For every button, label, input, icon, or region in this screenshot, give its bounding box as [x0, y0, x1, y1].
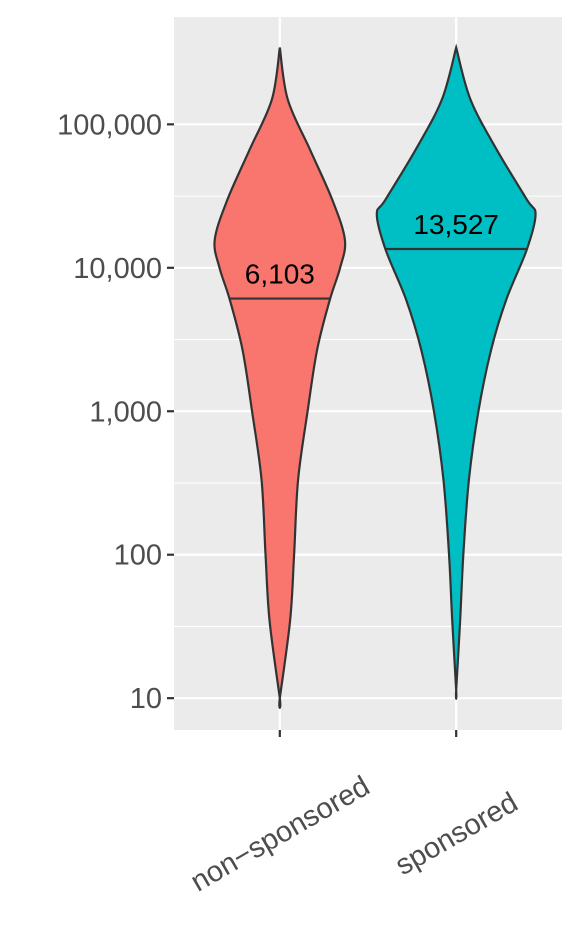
x-tick-label: non−sponsored — [185, 770, 375, 898]
y-tick-label: 10 — [130, 683, 162, 715]
violin — [375, 43, 537, 700]
panel — [174, 17, 562, 730]
violin — [213, 47, 347, 710]
x-tick-label: sponsored — [390, 786, 523, 881]
median-label: 13,527 — [413, 209, 499, 240]
y-tick-label: 10,000 — [73, 253, 162, 285]
median-label: 6,103 — [245, 259, 315, 290]
y-tick-label: 1,000 — [89, 396, 162, 428]
y-tick-label: 100 — [114, 540, 162, 572]
y-tick-label: 100,000 — [57, 109, 162, 141]
